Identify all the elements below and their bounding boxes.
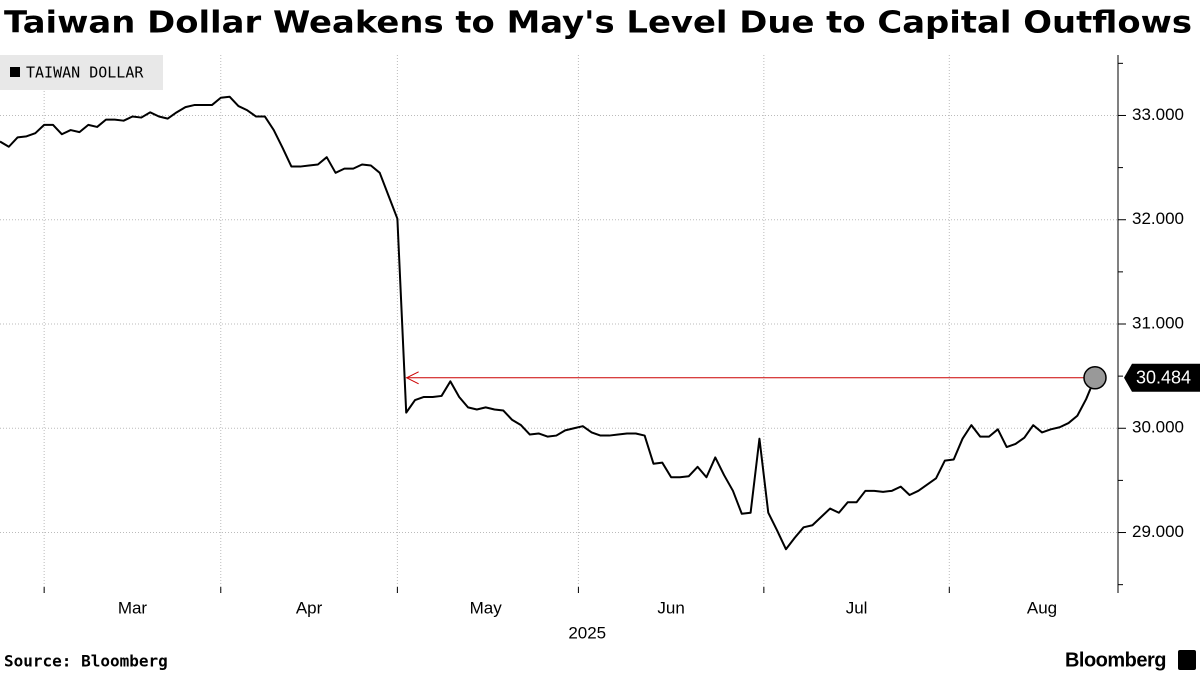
brand-icon xyxy=(1178,650,1196,670)
line xyxy=(0,95,1096,551)
brand: Bloomberg xyxy=(1065,649,1166,671)
y-tick-label: 33.000 xyxy=(1132,105,1184,124)
x-tick-label: Aug xyxy=(1027,598,1057,617)
last-value-box xyxy=(1124,363,1200,392)
y-tick-label: 32.000 xyxy=(1132,209,1184,228)
y-tick-label: 29.000 xyxy=(1132,522,1184,541)
y-tick-label: 30.000 xyxy=(1132,418,1184,437)
x-tick-label: May xyxy=(470,598,503,617)
legend-box xyxy=(0,55,163,90)
annotation-arrowhead xyxy=(405,371,419,385)
chart-title: Taiwan Dollar Weakens to May's Level Due… xyxy=(4,6,1192,41)
last-value-label: 30.484 xyxy=(1136,368,1191,388)
last-point xyxy=(1083,366,1107,390)
legend-label: TAIWAN DOLLAR xyxy=(26,64,144,82)
legend-swatch xyxy=(10,67,20,77)
source: Source: Bloomberg xyxy=(4,652,168,671)
x-tick-label: Jul xyxy=(846,598,868,617)
x-tick-label: Jun xyxy=(657,598,684,617)
x-axis-label: 2025 xyxy=(568,623,606,642)
x-tick-label: Apr xyxy=(296,598,323,617)
y-tick-label: 31.000 xyxy=(1132,313,1184,332)
x-tick-label: Mar xyxy=(118,598,148,617)
